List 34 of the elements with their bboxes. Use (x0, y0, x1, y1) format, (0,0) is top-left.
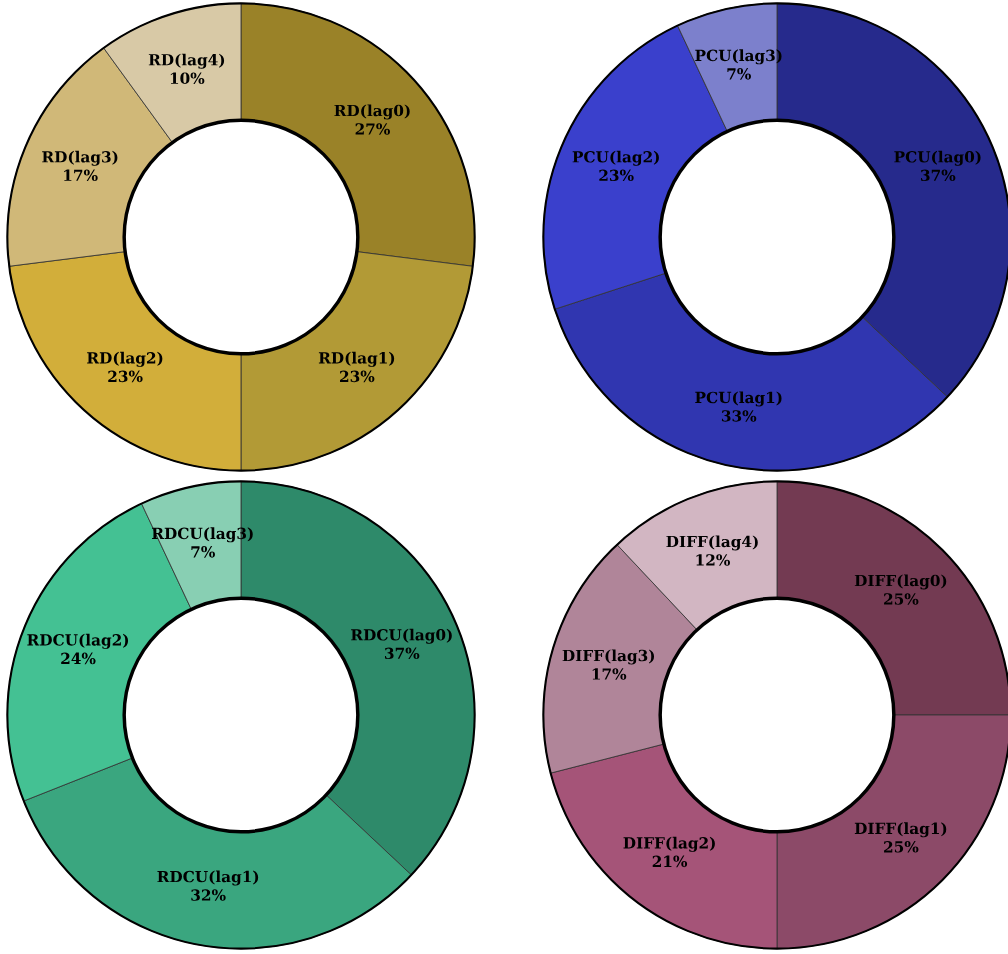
slice-label: DIFF(lag0) (854, 574, 947, 590)
slice-label: DIFF(lag1) (854, 822, 947, 838)
data-label: 25% (884, 593, 919, 605)
data-label: 37% (385, 647, 420, 660)
slice-label: PCU(lag1) (695, 391, 782, 407)
slice-label: DIFF(lag2) (623, 836, 715, 852)
data-label: 23% (108, 370, 143, 383)
data-label: 21% (652, 855, 688, 868)
slice-label: RD(lag3) (42, 150, 118, 166)
data-label: 10% (170, 72, 205, 85)
data-label: 17% (592, 668, 627, 680)
slice-label: DIFF(lag3) (562, 649, 655, 665)
slice-label: PCU(lag2) (572, 150, 659, 166)
data-label: 37% (921, 169, 956, 182)
data-label: 27% (355, 123, 390, 135)
data-label: 7% (727, 68, 751, 80)
data-label: 23% (599, 169, 634, 182)
slice-label: RDCU(lag0) (351, 628, 452, 644)
slice-label: RD(lag0) (334, 104, 410, 120)
slice-label: RD(lag2) (87, 351, 163, 367)
data-label: 12% (696, 554, 730, 566)
data-label: 24% (61, 652, 96, 665)
slice-label: DIFF(lag4) (666, 535, 758, 551)
slice-label: RD(lag1) (318, 351, 395, 367)
data-label: 33% (721, 410, 757, 422)
data-label: 32% (191, 889, 226, 901)
slice-label: RDCU(lag1) (157, 870, 259, 886)
slice-label: RDCU(lag2) (27, 633, 129, 649)
data-label: 25% (884, 841, 919, 853)
slice-label: RD(lag4) (148, 53, 225, 69)
data-label: 17% (64, 169, 98, 182)
data-label: 23% (340, 370, 375, 383)
slice-label: PCU(lag0) (894, 150, 981, 166)
data-label: 7% (191, 546, 215, 558)
